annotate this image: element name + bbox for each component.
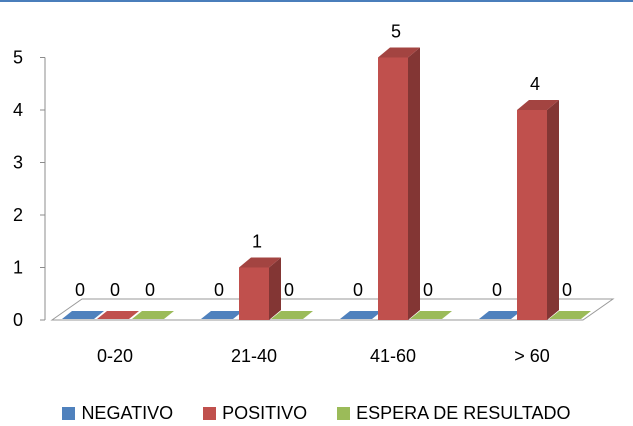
top-border-line (0, 0, 633, 2)
bar-front (517, 110, 547, 320)
legend-swatch (203, 406, 217, 420)
data-label: 0 (75, 280, 85, 300)
y-tick-label: 0 (13, 310, 23, 330)
y-tick-label: 2 (13, 205, 23, 225)
legend-item: ESPERA DE RESULTADO (337, 402, 571, 424)
bar-top (239, 257, 281, 268)
data-label: 0 (284, 280, 294, 300)
bar-top (517, 100, 559, 110)
data-label: 0 (353, 280, 363, 300)
y-tick-label: 3 (13, 153, 23, 173)
x-category-label: 21-40 (231, 346, 277, 366)
bar-flat (97, 311, 139, 319)
legend-label: POSITIVO (222, 402, 308, 423)
bar-chart: 0 1 2 3 4 5 0 0 0 0 1 0 0 5 0 0 4 0 0-20 21-40 41-60 > 60 (13, 22, 615, 366)
data-label: 0 (423, 280, 433, 300)
bar-flat (62, 311, 104, 319)
data-label: 0 (110, 280, 120, 300)
data-label: 1 (252, 232, 262, 252)
x-axis-categories: 0-20 21-40 41-60 > 60 (97, 346, 550, 366)
bar-flat (340, 311, 382, 319)
bar-series (62, 47, 591, 320)
data-label: 0 (214, 280, 224, 300)
data-label: 5 (391, 22, 401, 42)
data-labels: 0 0 0 0 1 0 0 5 0 0 4 0 (75, 22, 572, 301)
bar-front (378, 57, 408, 320)
bar-side (408, 47, 420, 320)
bar-flat (271, 311, 313, 319)
y-axis-ticks: 0 1 2 3 4 5 (13, 48, 45, 330)
legend-item: POSITIVO (203, 403, 307, 424)
x-category-label: 0-20 (97, 346, 133, 366)
legend-swatch (337, 406, 351, 420)
bar-flat (549, 311, 591, 319)
y-tick-label: 4 (13, 100, 23, 120)
legend: NEGATIVO POSITIVO ESPERA DE RESULTADO (0, 400, 633, 426)
bar-flat (201, 311, 243, 319)
legend-label: ESPERA DE RESULTADO (356, 402, 571, 423)
bar-front (239, 267, 269, 320)
data-label: 0 (562, 280, 572, 300)
bar-flat (132, 311, 174, 319)
legend-item: NEGATIVO (62, 403, 173, 424)
y-tick-label: 1 (13, 258, 23, 278)
data-label: 4 (530, 74, 540, 94)
y-tick-label: 5 (13, 48, 23, 68)
x-category-label: 41-60 (370, 346, 416, 366)
bar-top (378, 47, 420, 58)
bar-side (269, 257, 281, 320)
data-label: 0 (492, 280, 502, 300)
bar-flat (410, 311, 452, 319)
legend-swatch (62, 406, 76, 420)
bar-flat (479, 311, 521, 319)
legend-label: NEGATIVO (81, 402, 174, 423)
bar-side (547, 100, 559, 320)
x-category-label: > 60 (514, 346, 550, 366)
data-label: 0 (145, 280, 155, 300)
